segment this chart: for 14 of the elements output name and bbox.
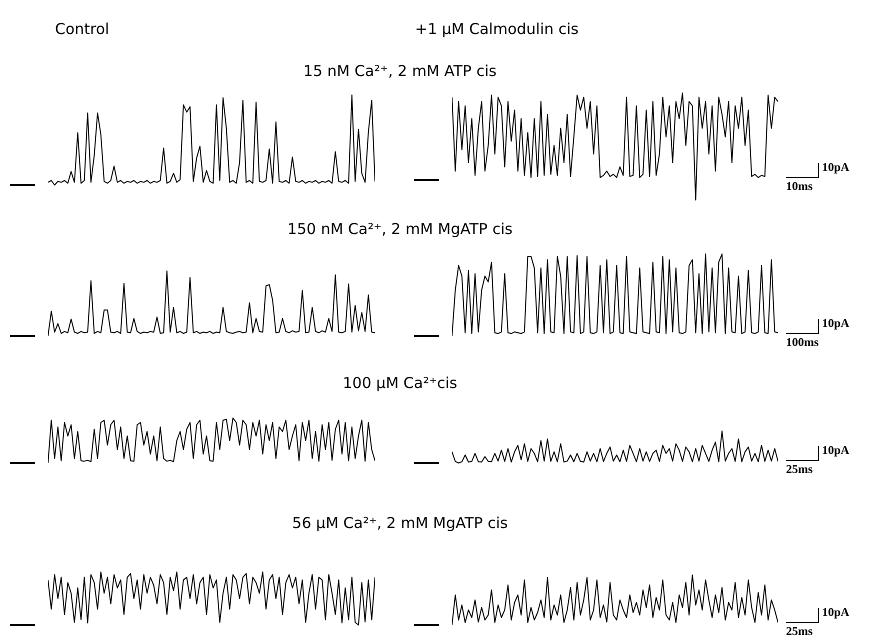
text: 10pA [822, 160, 850, 174]
chart-title: 100 μM Ca²⁺cis [342, 374, 458, 392]
text: 100ms [786, 335, 819, 349]
text: 10ms [786, 179, 813, 193]
chart-title: 56 μM Ca²⁺, 2 mM MgATP cis [292, 514, 508, 532]
text: 10pA [822, 316, 850, 330]
chart-title: 15 nM Ca²⁺, 2 mM ATP cis [303, 62, 497, 80]
chart-subtitle: +1 μM Calmodulin cis [415, 20, 579, 38]
chart-subtitle: Control [55, 20, 110, 38]
text: 10pA [822, 443, 850, 457]
text: 25ms [786, 624, 813, 638]
text: 25ms [786, 462, 813, 476]
chart-title: 150 nM Ca²⁺, 2 mM MgATP cis [287, 220, 513, 238]
text: 10pA [822, 605, 850, 619]
